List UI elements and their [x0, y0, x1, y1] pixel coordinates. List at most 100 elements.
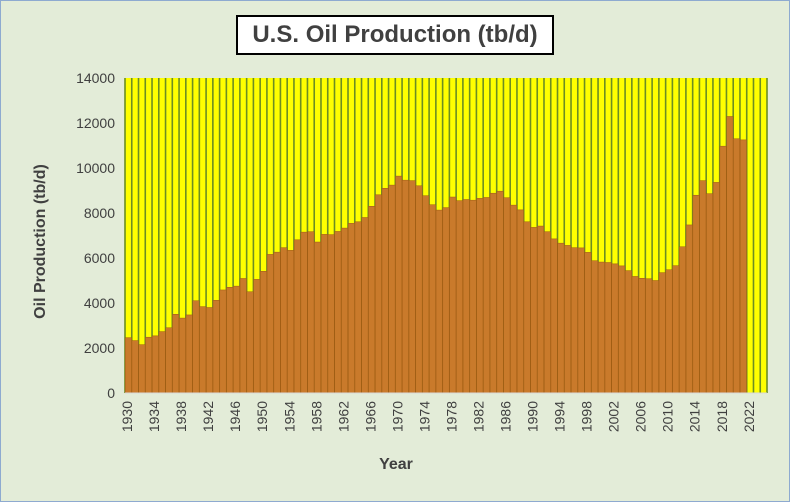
x-tick-label: 1986	[498, 401, 514, 432]
x-axis-ticks: 1930 1934 1938 1942 1946 1950 1954 1958 1962 1966…	[119, 401, 757, 432]
bar-1961	[334, 231, 342, 394]
bar-1977	[442, 207, 450, 394]
bar-1930	[124, 337, 132, 394]
bar-1957	[307, 231, 315, 394]
bar-2021	[739, 139, 747, 394]
bar-2015	[699, 180, 707, 394]
bar-1951	[266, 254, 274, 394]
bar-1955	[293, 239, 301, 394]
x-tick-label: 2006	[633, 401, 649, 432]
bar-1935	[158, 331, 166, 394]
bar-1972	[408, 180, 416, 394]
bar-1983	[483, 197, 491, 394]
bar-1958	[314, 241, 322, 394]
x-tick-label: 2010	[660, 401, 676, 432]
bar-1959	[320, 234, 328, 394]
bar-1997	[577, 247, 585, 394]
x-tick-label: 1934	[146, 401, 162, 432]
bar-1992	[543, 231, 551, 394]
bar-1968	[381, 188, 389, 394]
bar-2018	[719, 145, 727, 394]
x-tick-label: 1978	[443, 401, 459, 432]
x-tick-label: 1994	[552, 401, 568, 432]
bar-1934	[151, 335, 159, 394]
y-tick-label: 10000	[76, 160, 115, 176]
y-axis-ticks: 0 2000 4000 6000 8000 10000 12000 14000	[76, 70, 115, 401]
x-tick-label: 2018	[714, 401, 730, 432]
bar-1954	[287, 250, 295, 394]
x-tick-label: 2014	[687, 401, 703, 432]
bar-1976	[435, 209, 443, 394]
x-tick-label: 1946	[227, 401, 243, 432]
bar-1995	[564, 245, 572, 394]
x-tick-label: 1942	[200, 401, 216, 432]
bar-1986	[503, 197, 511, 394]
bars	[124, 116, 747, 394]
bar-1948	[246, 291, 254, 394]
bar-2007	[645, 278, 653, 394]
x-tick-label: 1950	[254, 401, 270, 432]
bar-1988	[516, 209, 524, 394]
x-tick-label: 1998	[579, 401, 595, 432]
bar-1953	[280, 247, 288, 394]
bar-1971	[401, 179, 409, 394]
bar-1946	[233, 285, 240, 394]
x-tick-label: 1958	[308, 401, 324, 432]
x-tick-label: 1938	[173, 401, 189, 432]
bar-2008	[652, 280, 659, 394]
x-tick-label: 1990	[525, 401, 541, 432]
x-axis-title: Year	[379, 456, 413, 473]
bar-1945	[226, 287, 234, 394]
bar-2011	[672, 265, 680, 394]
y-tick-label: 0	[107, 385, 115, 401]
bar-1974	[422, 195, 430, 394]
bar-2012	[679, 246, 686, 394]
bar-1964	[354, 221, 362, 394]
bar-1943	[212, 300, 220, 394]
bar-2000	[597, 261, 605, 394]
bar-1939	[185, 314, 193, 394]
bar-1950	[260, 271, 267, 394]
x-tick-label: 1966	[362, 401, 378, 432]
chart-title-box: U.S. Oil Production (tb/d)	[236, 15, 554, 55]
bar-2019	[726, 116, 734, 394]
x-tick-label: 2002	[606, 401, 622, 432]
bar-2001	[604, 262, 612, 394]
bar-1938	[178, 317, 186, 394]
y-tick-label: 6000	[84, 250, 115, 266]
bar-2014	[692, 194, 700, 394]
bar-1980	[462, 199, 470, 394]
bar-2006	[638, 278, 646, 394]
bar-1952	[273, 251, 281, 394]
bar-1987	[510, 204, 518, 394]
x-tick-label: 1982	[470, 401, 486, 432]
x-tick-label: 2022	[741, 401, 757, 432]
bar-1982	[476, 198, 484, 394]
bar-1947	[239, 278, 247, 394]
x-tick-label: 1954	[281, 401, 297, 432]
bar-1931	[131, 340, 139, 394]
bar-1944	[219, 289, 227, 394]
bar-2004	[625, 270, 632, 394]
bar-1960	[327, 234, 335, 394]
y-tick-label: 12000	[76, 115, 115, 131]
bar-1990	[530, 227, 538, 394]
bar-1998	[584, 252, 592, 394]
bar-1962	[341, 227, 349, 394]
bar-1989	[523, 221, 531, 394]
bar-1985	[496, 190, 504, 394]
bar-2003	[618, 265, 626, 394]
y-tick-label: 14000	[76, 70, 115, 86]
bar-1965	[361, 217, 369, 394]
x-tick-label: 1974	[416, 401, 432, 432]
y-tick-label: 4000	[84, 295, 115, 311]
bar-1936	[165, 327, 173, 394]
bar-1940	[192, 300, 200, 394]
bar-1970	[395, 175, 403, 394]
bar-1966	[368, 206, 376, 394]
bar-1981	[469, 199, 477, 394]
bar-1932	[138, 344, 146, 394]
bar-2010	[665, 269, 673, 394]
bar-1991	[537, 225, 545, 394]
